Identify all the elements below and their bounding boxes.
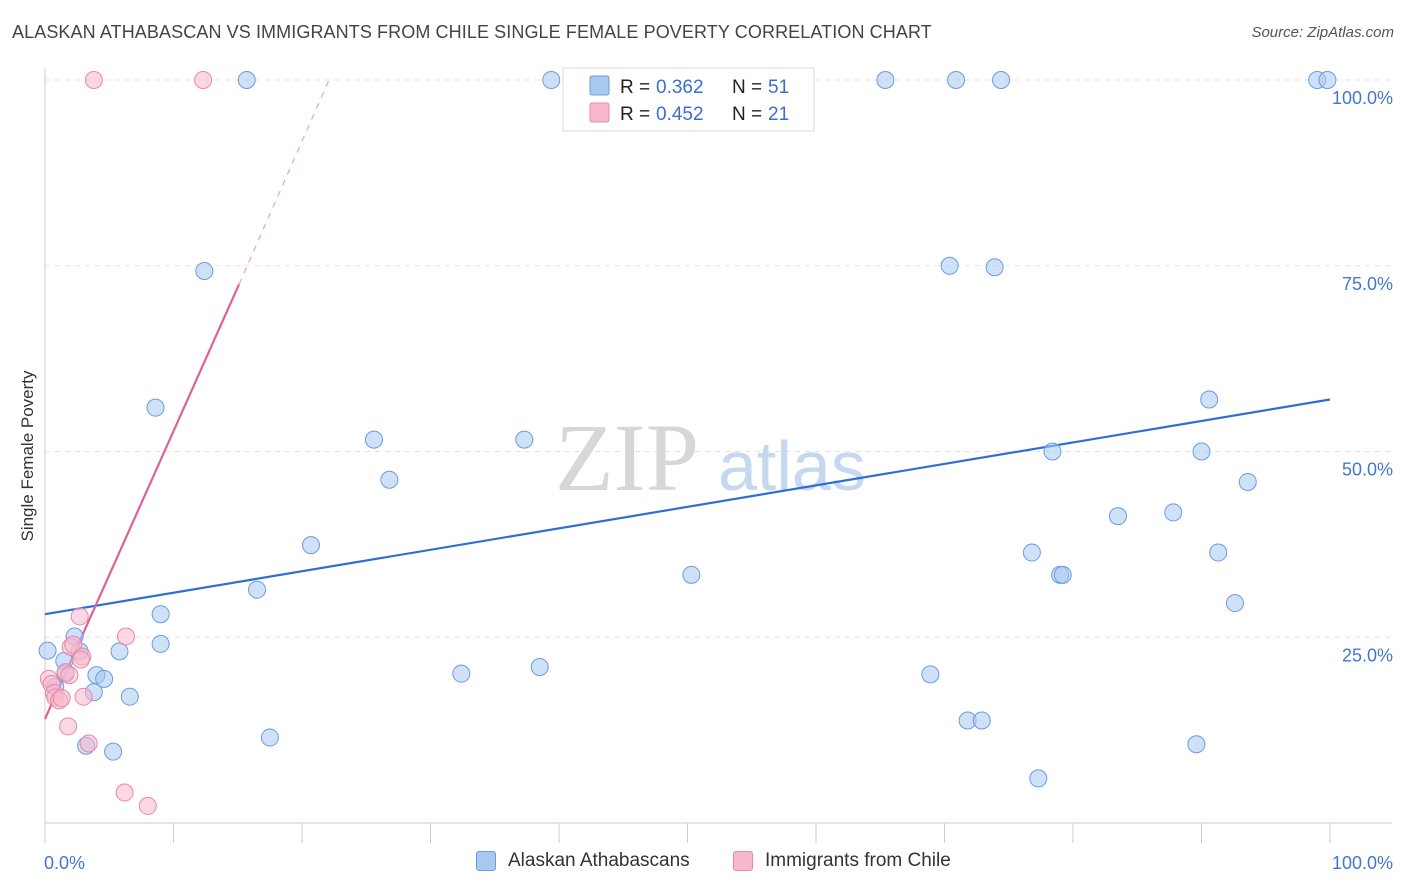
stats-swatch-blue — [589, 75, 610, 96]
point-athabascan — [104, 742, 123, 761]
point-athabascan — [921, 665, 940, 684]
y-tick-label: 100.0% — [1332, 88, 1393, 108]
legend-item-athabascans: Alaskan Athabascans — [476, 850, 690, 872]
y-tick-label: 50.0% — [1342, 460, 1393, 480]
y-tick-label: 25.0% — [1342, 645, 1393, 665]
stats-n-label-1: N = — [732, 77, 762, 98]
point-chile — [194, 71, 213, 89]
point-athabascan — [380, 470, 399, 489]
y-tick-label: 75.0% — [1342, 274, 1393, 294]
point-athabascan — [1200, 390, 1219, 409]
x-tick-label-max: 100.0% — [1332, 853, 1393, 873]
trendline-chile-extension — [238, 79, 330, 285]
point-chile — [115, 783, 134, 802]
chart-legend: Alaskan Athabascans Immigrants from Chil… — [0, 850, 1406, 878]
point-chile — [74, 687, 93, 706]
gridlines — [45, 79, 1392, 638]
point-chile — [116, 627, 135, 646]
source-credit: Source: ZipAtlas.com — [1251, 24, 1394, 41]
stats-r-label-2: R = — [620, 104, 650, 125]
stats-n-label-2: N = — [732, 104, 762, 125]
point-athabascan — [682, 565, 701, 584]
point-athabascan — [542, 71, 561, 89]
point-athabascan — [972, 711, 991, 730]
stats-n-value-2: 21 — [768, 104, 789, 125]
watermark-zip: ZIP — [555, 404, 699, 511]
point-athabascan — [1318, 71, 1337, 89]
point-athabascan — [1029, 769, 1048, 788]
watermark: ZIP atlas — [555, 404, 866, 511]
x-tick-label-min: 0.0% — [44, 853, 85, 873]
point-athabascan — [248, 580, 267, 599]
point-athabascan — [38, 641, 57, 660]
stats-r-label-1: R = — [620, 77, 650, 98]
point-chile — [84, 71, 103, 89]
point-athabascan — [530, 657, 549, 676]
point-athabascan — [195, 261, 214, 280]
stats-r-value-2: 0.452 — [656, 104, 704, 125]
point-athabascan — [301, 536, 320, 555]
trendline-athabascan — [44, 398, 1331, 616]
point-athabascan — [1192, 442, 1211, 461]
point-athabascan — [1209, 543, 1228, 562]
point-athabascan — [146, 398, 165, 417]
point-athabascan — [364, 430, 383, 449]
point-athabascan — [452, 664, 471, 683]
x-tick-labels: 0.0% 100.0% — [44, 853, 1393, 873]
point-chile — [52, 689, 71, 708]
legend-label-chile: Immigrants from Chile — [765, 850, 951, 871]
y-tick-labels: 25.0% 50.0% 75.0% 100.0% — [1332, 88, 1393, 665]
point-athabascan — [151, 605, 170, 624]
point-athabascan — [110, 642, 129, 661]
point-athabascan — [985, 258, 1004, 277]
point-athabascan — [120, 687, 139, 706]
stats-r-value-1: 0.362 — [656, 77, 704, 98]
watermark-atlas: atlas — [718, 427, 866, 505]
point-chile — [71, 650, 90, 669]
point-athabascan — [992, 71, 1011, 89]
stats-swatch-pink — [589, 102, 610, 123]
point-athabascan — [1043, 442, 1062, 461]
trend-lines — [43, 79, 1331, 720]
point-athabascan — [1238, 472, 1257, 491]
legend-swatch-blue — [476, 851, 496, 871]
point-chile — [60, 666, 79, 685]
point-chile — [79, 734, 98, 753]
chart-title: ALASKAN ATHABASCAN VS IMMIGRANTS FROM CH… — [12, 22, 932, 42]
legend-swatch-pink — [733, 851, 753, 871]
point-athabascan — [1053, 565, 1072, 584]
data-points — [38, 71, 1337, 815]
point-chile — [70, 607, 89, 626]
point-athabascan — [876, 71, 895, 89]
stats-n-value-1: 51 — [768, 77, 789, 98]
point-athabascan — [237, 71, 256, 89]
point-athabascan — [95, 669, 114, 688]
axes — [44, 68, 1392, 843]
point-athabascan — [260, 728, 279, 747]
point-athabascan — [515, 430, 534, 449]
point-athabascan — [151, 634, 170, 653]
point-athabascan — [1108, 507, 1127, 526]
point-athabascan — [947, 71, 966, 89]
point-chile — [59, 717, 78, 736]
point-athabascan — [1022, 543, 1041, 562]
legend-item-chile: Immigrants from Chile — [733, 850, 951, 872]
point-athabascan — [1164, 503, 1183, 522]
stats-box: R = 0.362 N = 51 R = 0.452 N = 21 — [562, 67, 815, 132]
point-athabascan — [1187, 735, 1206, 754]
legend-label-athabascans: Alaskan Athabascans — [508, 850, 690, 871]
point-athabascan — [1225, 594, 1244, 613]
point-chile — [138, 796, 157, 815]
point-athabascan — [940, 256, 959, 275]
